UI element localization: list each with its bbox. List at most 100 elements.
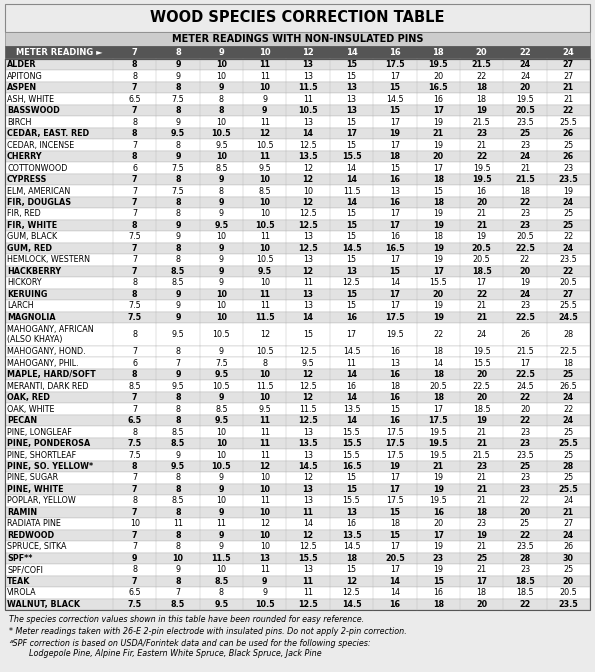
Text: 15: 15 — [346, 485, 357, 494]
Bar — [5, 599, 590, 610]
Text: 19: 19 — [433, 485, 444, 494]
Text: 7: 7 — [132, 577, 137, 586]
Text: 17: 17 — [390, 140, 400, 150]
Text: 17: 17 — [433, 163, 443, 173]
Bar — [5, 4, 590, 32]
Text: 21: 21 — [477, 542, 487, 551]
Text: 7: 7 — [132, 474, 137, 482]
Bar — [5, 346, 590, 358]
Text: METER READINGS WITH NON-INSULATED PINS: METER READINGS WITH NON-INSULATED PINS — [172, 34, 423, 44]
Text: 8.5: 8.5 — [129, 382, 141, 390]
Text: 10: 10 — [259, 83, 270, 92]
Text: 22: 22 — [519, 198, 531, 207]
Text: 18.5: 18.5 — [515, 577, 535, 586]
Text: 9: 9 — [176, 450, 181, 460]
Bar — [5, 163, 590, 174]
Text: 14: 14 — [303, 129, 314, 138]
Text: 20.5: 20.5 — [430, 382, 447, 390]
Bar — [5, 495, 590, 507]
Text: 17: 17 — [390, 474, 400, 482]
Text: 19.5: 19.5 — [430, 450, 447, 460]
Text: 17: 17 — [346, 330, 356, 339]
Text: 16: 16 — [346, 382, 356, 390]
Text: 7: 7 — [132, 244, 137, 253]
Text: 9: 9 — [218, 48, 224, 57]
Text: 10: 10 — [303, 187, 313, 196]
Text: 19: 19 — [476, 106, 487, 115]
Text: 17: 17 — [476, 577, 487, 586]
Text: 17: 17 — [433, 267, 444, 276]
Text: 7: 7 — [132, 405, 137, 413]
Text: The species correction values shown in this table have been rounded for easy ref: The species correction values shown in t… — [9, 615, 364, 624]
Text: 28: 28 — [563, 462, 574, 471]
Text: 24: 24 — [563, 531, 574, 540]
Text: 8: 8 — [176, 416, 181, 425]
Text: 22.5: 22.5 — [515, 312, 535, 322]
Text: 19: 19 — [433, 140, 443, 150]
Text: 16: 16 — [390, 233, 400, 241]
Text: REDWOOD: REDWOOD — [7, 531, 54, 540]
Text: 8: 8 — [132, 427, 137, 437]
Text: 24: 24 — [563, 244, 574, 253]
Text: 21: 21 — [477, 474, 487, 482]
Text: 10: 10 — [259, 531, 270, 540]
Text: 23.5: 23.5 — [516, 542, 534, 551]
Text: 21: 21 — [476, 439, 487, 448]
Text: 22: 22 — [563, 233, 574, 241]
Text: 23: 23 — [520, 474, 530, 482]
Text: 25: 25 — [563, 221, 574, 230]
Text: 7.5: 7.5 — [172, 163, 184, 173]
Text: 9: 9 — [218, 83, 224, 92]
Bar — [5, 312, 590, 323]
Text: 20.5: 20.5 — [559, 588, 577, 597]
Text: 8: 8 — [132, 72, 137, 81]
Text: 12.5: 12.5 — [299, 542, 317, 551]
Text: 25.5: 25.5 — [559, 439, 578, 448]
Text: 7: 7 — [132, 255, 137, 264]
Text: 9: 9 — [218, 393, 224, 402]
Text: 19.5: 19.5 — [430, 427, 447, 437]
Text: 8: 8 — [176, 347, 180, 356]
Text: 11.5: 11.5 — [343, 187, 361, 196]
Text: 11.5: 11.5 — [299, 405, 317, 413]
Text: 9: 9 — [218, 175, 224, 184]
Text: 18: 18 — [433, 600, 444, 609]
Bar — [5, 128, 590, 139]
Text: 17: 17 — [433, 405, 443, 413]
Text: 13: 13 — [303, 565, 313, 575]
Text: WOOD SPECIES CORRECTION TABLE: WOOD SPECIES CORRECTION TABLE — [151, 11, 444, 26]
Text: 8: 8 — [132, 462, 137, 471]
Text: 9: 9 — [262, 106, 268, 115]
Text: 9: 9 — [219, 347, 224, 356]
Text: 17.5: 17.5 — [385, 312, 405, 322]
Text: 10: 10 — [216, 439, 227, 448]
Text: 18: 18 — [433, 198, 444, 207]
Text: 9.5: 9.5 — [258, 405, 271, 413]
Text: PINE, PONDEROSA: PINE, PONDEROSA — [7, 439, 90, 448]
Text: 11: 11 — [260, 427, 270, 437]
Text: 23.5: 23.5 — [516, 118, 534, 126]
Text: OAK, RED: OAK, RED — [7, 393, 50, 402]
Text: 7: 7 — [176, 359, 181, 368]
Text: 14: 14 — [346, 163, 356, 173]
Text: 23: 23 — [519, 485, 531, 494]
Bar — [5, 288, 590, 300]
Text: 20.5: 20.5 — [472, 255, 490, 264]
Text: 12: 12 — [303, 163, 313, 173]
Text: 16: 16 — [389, 600, 400, 609]
Text: 10.5: 10.5 — [256, 255, 274, 264]
Text: 24: 24 — [563, 416, 574, 425]
Text: 7.5: 7.5 — [172, 95, 184, 103]
Text: 13: 13 — [390, 187, 400, 196]
Text: 19: 19 — [520, 278, 530, 288]
Text: 13: 13 — [303, 497, 313, 505]
Text: 15: 15 — [389, 267, 400, 276]
Text: 15.5: 15.5 — [343, 450, 361, 460]
Text: 19: 19 — [433, 312, 444, 322]
Text: 13: 13 — [259, 554, 270, 563]
Text: 24: 24 — [477, 330, 487, 339]
Text: GUM, BLACK: GUM, BLACK — [7, 233, 57, 241]
Text: 8: 8 — [132, 60, 137, 69]
Bar — [5, 197, 590, 208]
Text: 13: 13 — [303, 450, 313, 460]
